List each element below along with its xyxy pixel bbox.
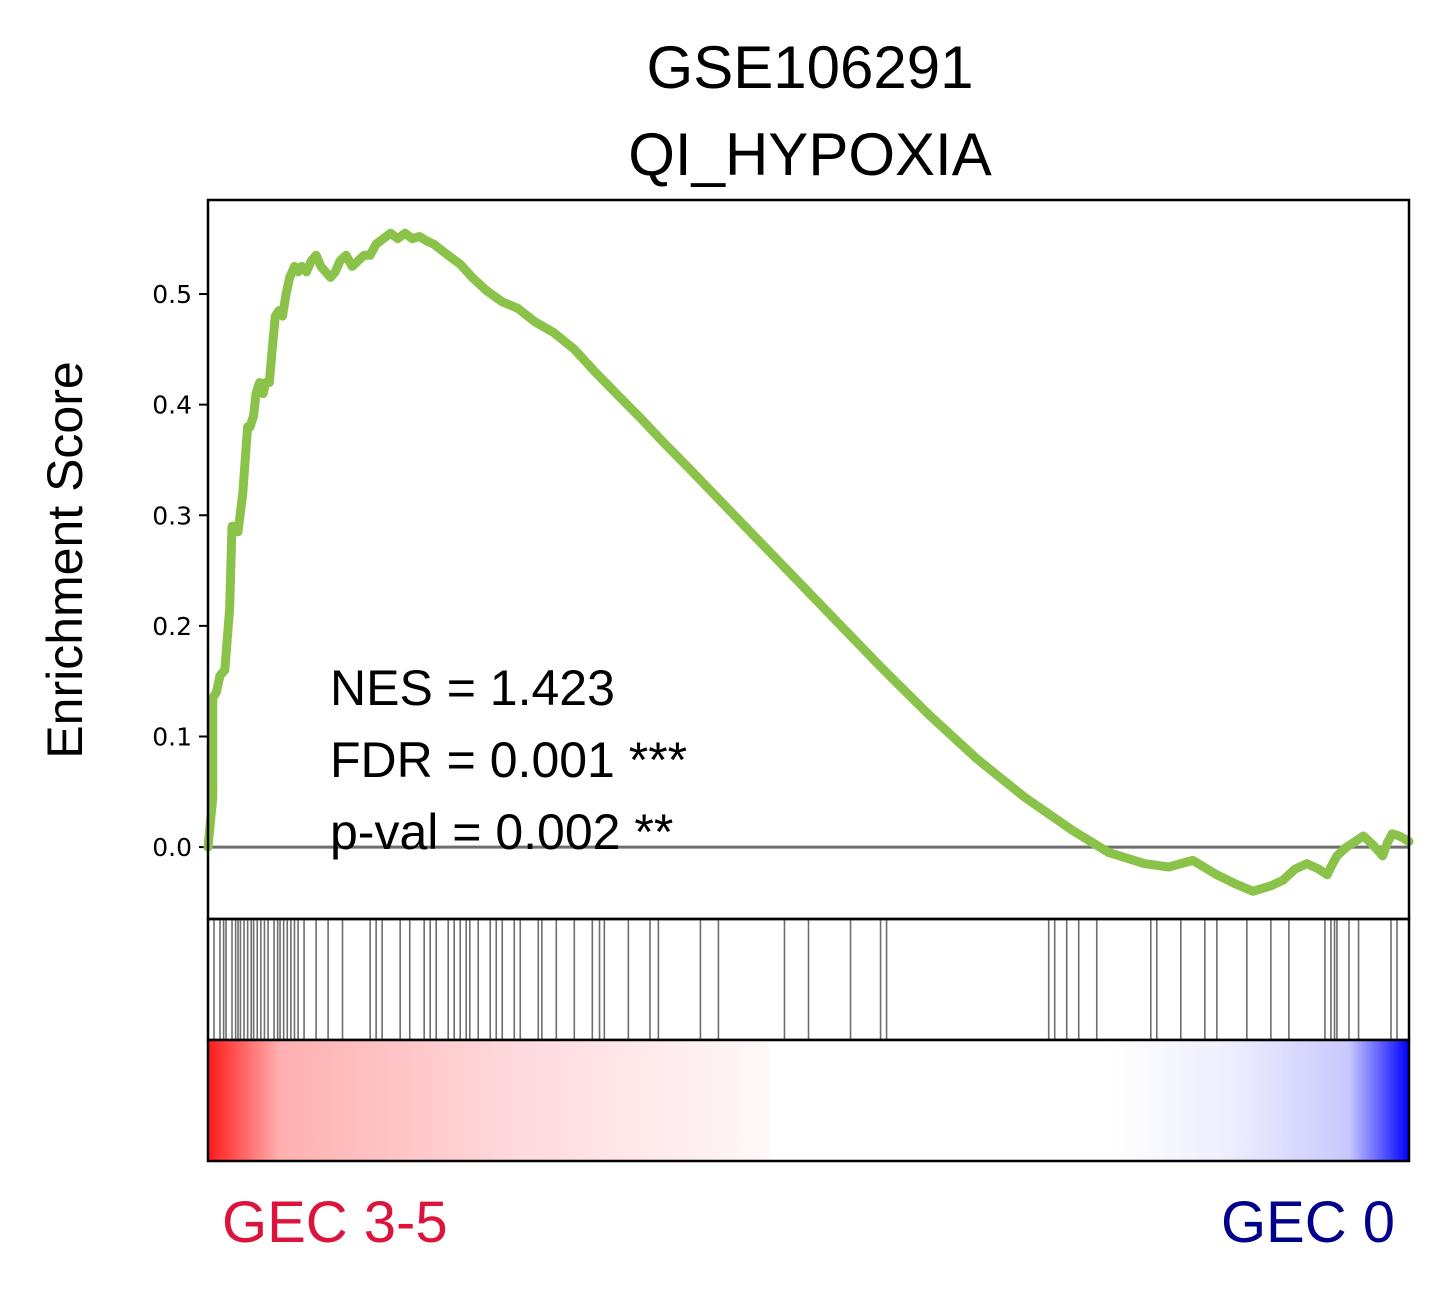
chart-title: GSE106291: [647, 34, 974, 101]
group-label-left: GEC 3-5: [222, 1190, 448, 1255]
y-tick-label: 0.2: [152, 612, 192, 641]
group-label-right: GEC 0: [1221, 1190, 1395, 1255]
pval-annotation: p-val = 0.002 **: [330, 804, 673, 860]
y-tick-label: 0.5: [152, 280, 192, 309]
y-axis-ticks: 0.0 0.1 0.2 0.3 0.4 0.5: [152, 280, 208, 862]
fdr-annotation: FDR = 0.001 ***: [330, 732, 687, 788]
chart-subtitle: QI_HYPOXIA: [628, 121, 991, 188]
y-tick-label: 0.0: [152, 833, 192, 862]
gene-hit-marks: [207, 919, 1398, 1040]
y-tick-label: 0.4: [152, 391, 192, 420]
y-tick-label: 0.1: [152, 722, 192, 751]
enrichment-score-line: [203, 228, 1414, 896]
ranked-list-color-bar: [206, 1038, 1411, 1163]
nes-annotation: NES = 1.423: [330, 660, 615, 716]
y-axis-label: Enrichment Score: [37, 361, 93, 758]
y-tick-label: 0.3: [152, 501, 192, 530]
